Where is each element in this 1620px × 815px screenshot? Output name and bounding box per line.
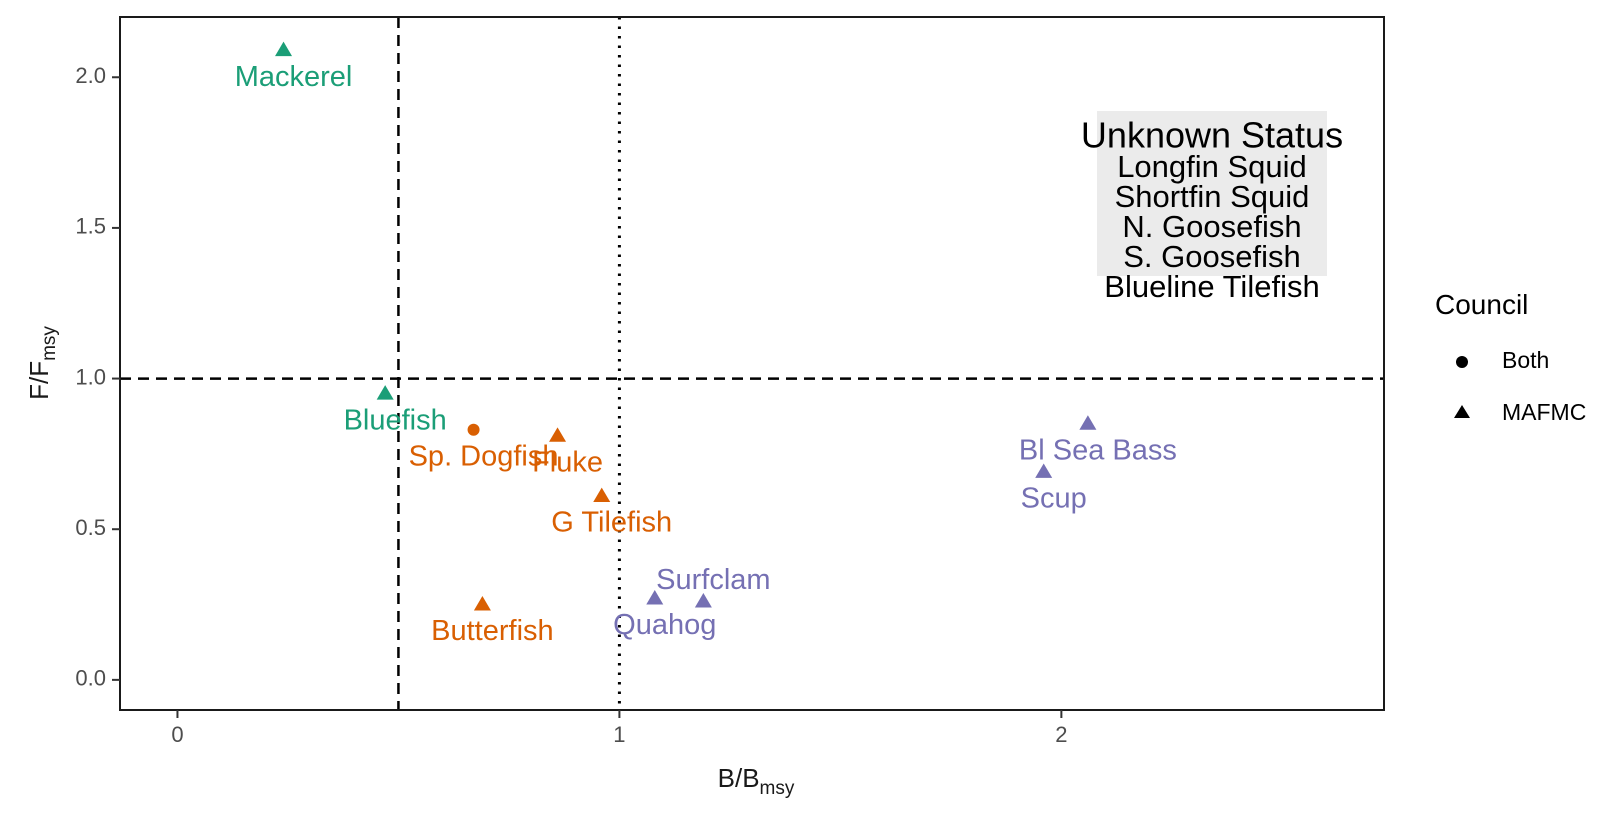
unknown-status-item-longfin-squid: Longfin Squid <box>1117 149 1307 184</box>
y-tick-label: 1.0 <box>75 364 106 389</box>
plot-panel-border <box>119 16 1385 711</box>
x-tick-label: 0 <box>171 722 183 747</box>
legend-title: Council <box>1435 289 1528 320</box>
legend-key-both-circle <box>1456 356 1468 368</box>
point-quahog <box>646 590 664 605</box>
x-axis-title-main: B/B <box>718 763 760 793</box>
point-label-scup: Scup <box>1021 483 1087 515</box>
point-g-tilefish <box>593 487 611 503</box>
point-label-g-tilefish: G Tilefish <box>551 507 672 539</box>
point-label-mackerel: Mackerel <box>235 61 353 93</box>
x-axis-title-subscript: msy <box>760 778 795 799</box>
point-bluefish <box>376 385 394 400</box>
unknown-status-item-s-goosefish: S. Goosefish <box>1123 239 1300 274</box>
point-label-fluke: Fluke <box>532 446 603 478</box>
unknown-status-item-n-goosefish: N. Goosefish <box>1122 209 1301 244</box>
unknown-status-title: Unknown Status <box>1081 115 1343 156</box>
legend-label-mafmc: MAFMC <box>1502 399 1586 425</box>
point-label-quahog: Quahog <box>613 609 716 641</box>
data-points <box>275 41 1097 611</box>
point-surfclam <box>694 593 712 608</box>
legend-key-mafmc-triangle <box>1454 405 1470 418</box>
x-axis-ticks: 0 1 2 <box>171 710 1067 747</box>
y-axis-title-subscript: msy <box>39 326 60 361</box>
legend: Council Both MAFMC <box>1435 289 1586 425</box>
point-mackerel <box>275 41 293 57</box>
x-axis-title: B/Bmsy <box>718 763 795 799</box>
y-axis-title: F/Fmsy <box>24 326 60 400</box>
legend-label-both: Both <box>1502 347 1549 373</box>
point-butterfish <box>473 596 491 611</box>
y-axis-title-main: F/F <box>24 361 54 400</box>
point-label-sp-dogfish: Sp. Dogfish <box>409 440 559 472</box>
point-label-butterfish: Butterfish <box>431 615 554 647</box>
unknown-status-item-shortfin-squid: Shortfin Squid <box>1115 179 1310 214</box>
y-tick-label: 0.0 <box>75 666 106 691</box>
unknown-status-background <box>1097 111 1327 276</box>
y-tick-label: 0.5 <box>75 515 106 540</box>
point-bl-sea-bass <box>1079 415 1097 430</box>
y-tick-label: 1.5 <box>75 214 106 239</box>
reference-lines <box>120 17 1384 710</box>
point-sp-dogfish <box>467 423 480 436</box>
point-label-bl-sea-bass: Bl Sea Bass <box>1019 434 1177 466</box>
x-tick-label: 2 <box>1055 722 1067 747</box>
point-label-surfclam: Surfclam <box>656 564 770 596</box>
y-tick-label: 2.0 <box>75 63 106 88</box>
y-axis-ticks: 0.0 0.5 1.0 1.5 2.0 <box>75 63 120 691</box>
point-scup <box>1035 463 1053 478</box>
point-label-bluefish: Bluefish <box>344 404 447 436</box>
point-fluke <box>549 427 567 442</box>
x-tick-label: 1 <box>613 722 625 747</box>
unknown-status-item-blueline-tilefish: Blueline Tilefish <box>1104 269 1319 304</box>
unknown-status-annotation: Unknown Status Longfin Squid Shortfin Sq… <box>1081 111 1343 304</box>
